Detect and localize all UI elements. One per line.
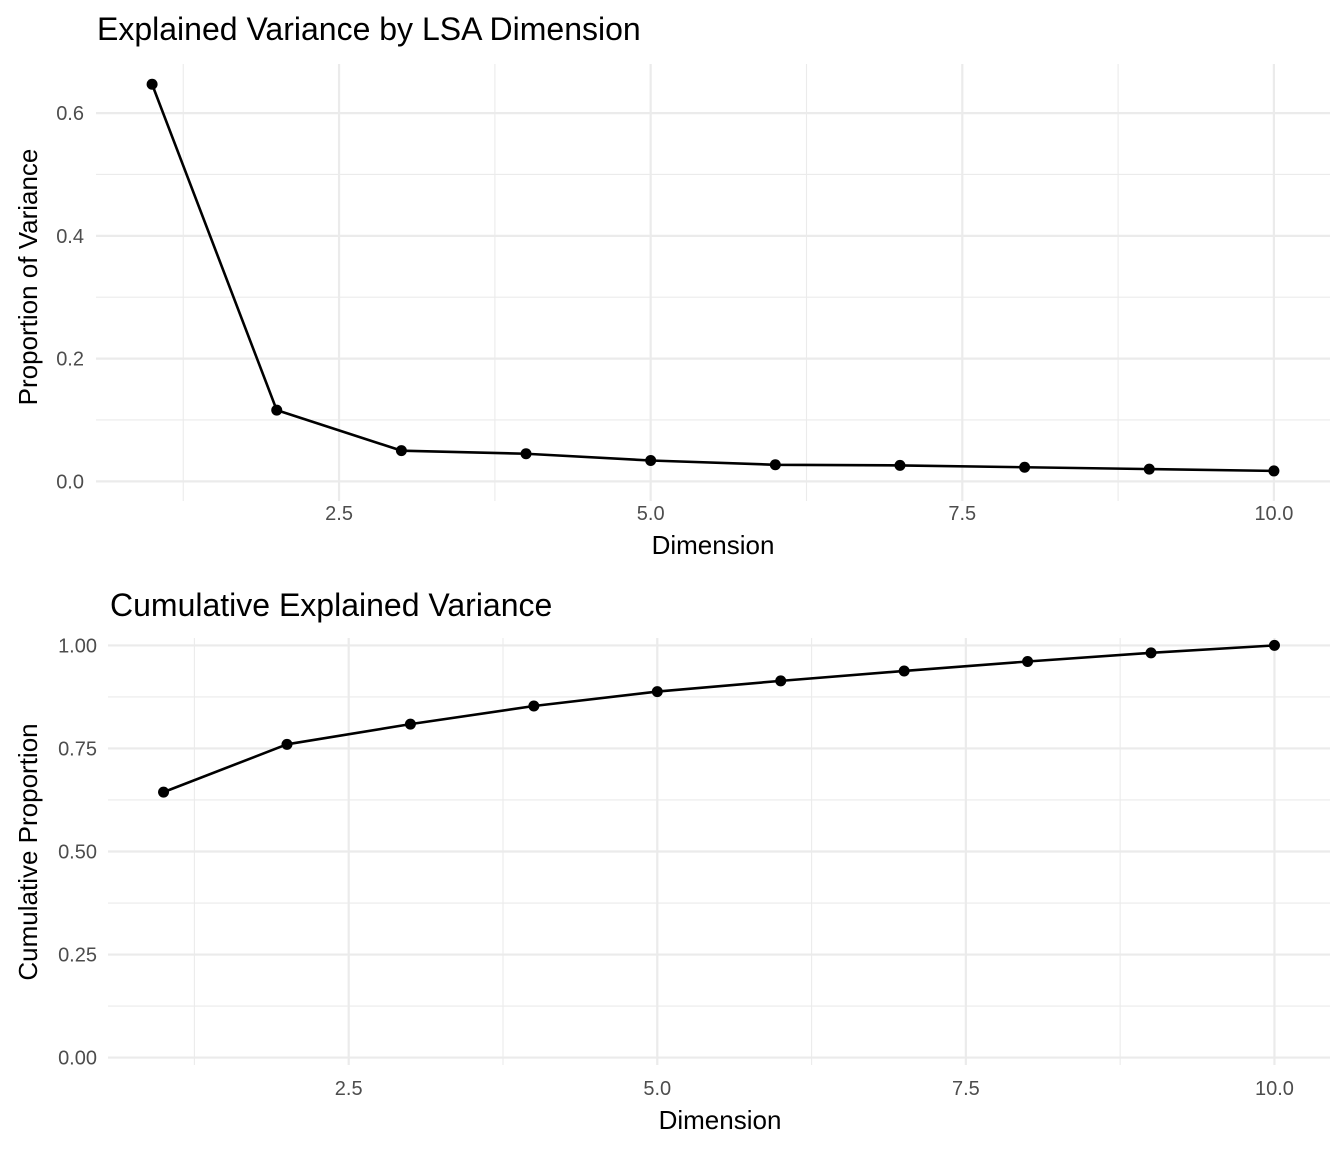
y-tick-label: 0.50	[58, 842, 97, 864]
data-point	[1022, 655, 1034, 667]
data-point	[1268, 639, 1280, 651]
x-axis-title: Dimension	[659, 1105, 782, 1135]
y-tick-label: 0.6	[56, 103, 84, 125]
data-point	[158, 786, 170, 798]
data-point	[404, 718, 416, 730]
data-point	[775, 675, 787, 687]
x-tick-label: 5.0	[637, 503, 665, 525]
data-point	[645, 454, 657, 466]
data-point	[528, 700, 540, 712]
data-point	[1268, 465, 1280, 477]
y-tick-label: 0.00	[58, 1048, 97, 1070]
series-group	[158, 639, 1280, 798]
y-tick-label: 0.0	[56, 471, 84, 493]
y-tick-labels: 0.00 0.25 0.50 0.75 1.00	[58, 635, 97, 1069]
data-point	[651, 686, 663, 698]
series-line	[163, 644, 1275, 794]
y-tick-label: 0.75	[58, 738, 97, 760]
y-tick-label: 0.4	[56, 226, 84, 248]
data-point	[520, 448, 532, 460]
data-point	[146, 78, 158, 90]
x-tick-label: 7.5	[948, 503, 976, 525]
x-tick-labels: 2.5 5.0 7.5 10.0	[325, 503, 1293, 525]
data-point	[1145, 647, 1157, 659]
x-tick-label: 10.0	[1254, 503, 1293, 525]
x-tick-label: 7.5	[952, 1078, 980, 1100]
data-point	[395, 445, 407, 457]
gridlines	[108, 638, 1330, 1065]
data-point	[898, 665, 910, 677]
x-tick-label: 10.0	[1255, 1078, 1294, 1100]
x-tick-label: 2.5	[325, 503, 353, 525]
data-point	[1143, 463, 1155, 475]
data-point	[271, 404, 283, 416]
data-point	[769, 459, 781, 471]
explained-variance-panel: Explained Variance by LSA Dimension 0.00…	[13, 11, 1330, 560]
x-axis-title: Dimension	[652, 530, 775, 560]
y-tick-labels: 0.0 0.2 0.4 0.6	[56, 103, 84, 493]
series-group	[146, 78, 1280, 477]
y-axis-title: Proportion of Variance	[13, 149, 43, 406]
chart-title: Explained Variance by LSA Dimension	[97, 11, 641, 47]
data-point	[281, 738, 293, 750]
cumulative-variance-panel: Cumulative Explained Variance 0.000.250.…	[13, 587, 1330, 1135]
gridlines	[96, 64, 1330, 501]
chart-title: Cumulative Explained Variance	[110, 587, 552, 623]
x-tick-label: 2.5	[335, 1078, 363, 1100]
series-line	[150, 83, 1274, 473]
data-point	[894, 459, 906, 471]
data-point	[1019, 461, 1031, 473]
x-tick-labels: 2.5 5.0 7.5 10.0	[335, 1078, 1294, 1100]
y-axis-title: Cumulative Proportion	[13, 723, 43, 980]
y-tick-label: 0.25	[58, 945, 97, 967]
x-tick-label: 5.0	[643, 1078, 671, 1100]
y-tick-label: 0.2	[56, 349, 84, 371]
y-tick-label: 1.00	[58, 635, 97, 657]
